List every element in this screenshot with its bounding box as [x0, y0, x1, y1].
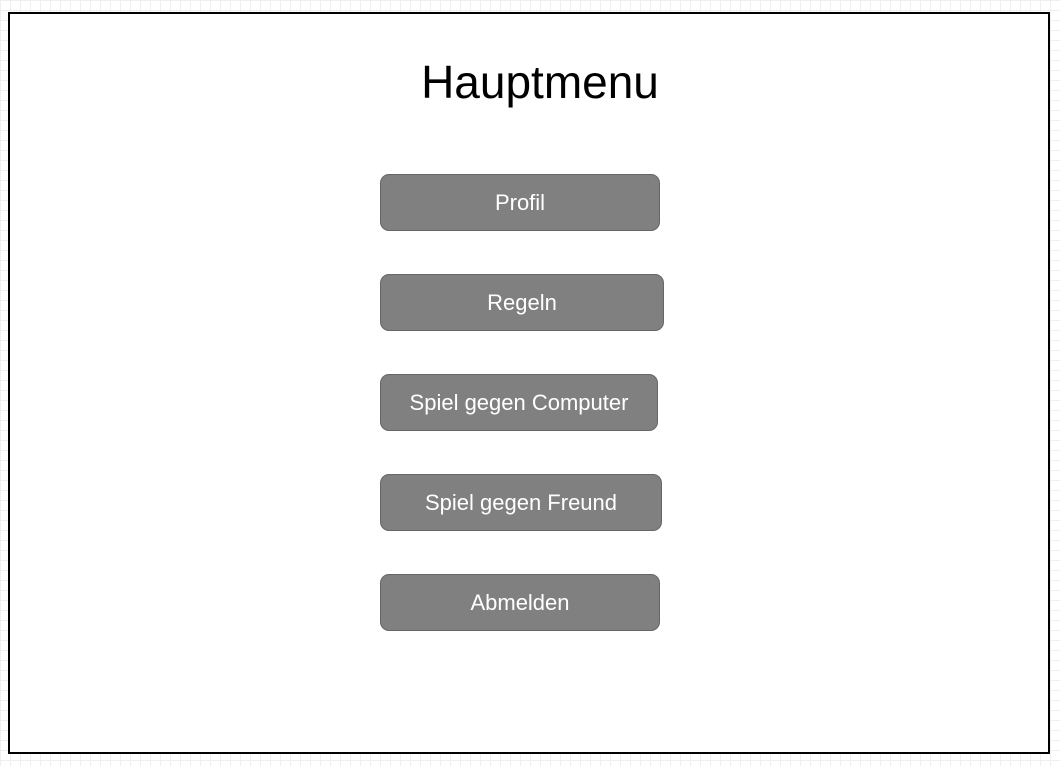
logout-button[interactable]: Abmelden [380, 574, 660, 631]
main-menu-frame: Hauptmenu Profil Regeln Spiel gegen Comp… [8, 12, 1050, 754]
profile-button[interactable]: Profil [380, 174, 660, 231]
rules-button[interactable]: Regeln [380, 274, 664, 331]
page-title: Hauptmenu [421, 56, 659, 108]
play-vs-friend-button[interactable]: Spiel gegen Freund [380, 474, 662, 531]
play-vs-computer-button[interactable]: Spiel gegen Computer [380, 374, 658, 431]
